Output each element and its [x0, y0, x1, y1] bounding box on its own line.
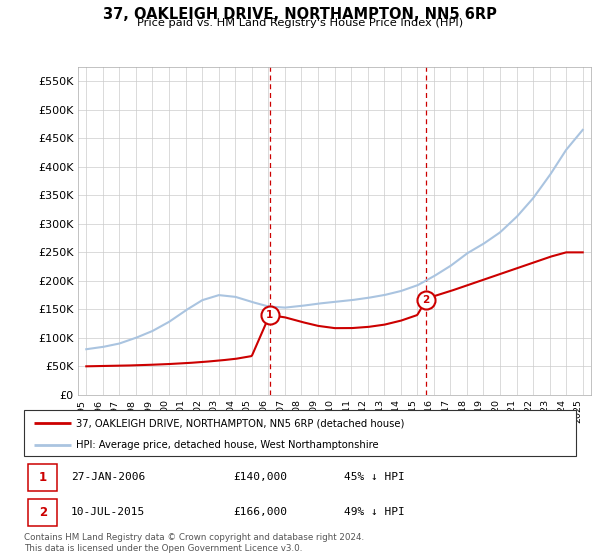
Text: 37, OAKLEIGH DRIVE, NORTHAMPTON, NN5 6RP: 37, OAKLEIGH DRIVE, NORTHAMPTON, NN5 6RP [103, 7, 497, 22]
Text: 2021: 2021 [508, 399, 517, 423]
Text: 2005: 2005 [243, 399, 252, 423]
Text: 1: 1 [39, 471, 47, 484]
Text: 2: 2 [422, 295, 430, 305]
FancyBboxPatch shape [28, 464, 57, 491]
Text: 2008: 2008 [292, 399, 301, 423]
Text: 1997: 1997 [110, 399, 119, 423]
Text: 10-JUL-2015: 10-JUL-2015 [71, 507, 145, 517]
Text: 2015: 2015 [408, 399, 417, 423]
Text: 2001: 2001 [176, 399, 185, 423]
Text: 2006: 2006 [259, 399, 268, 423]
Text: 1996: 1996 [94, 399, 103, 423]
Text: 2017: 2017 [442, 399, 451, 423]
Text: 2007: 2007 [276, 399, 285, 423]
Text: 2010: 2010 [325, 399, 335, 423]
Text: 2013: 2013 [375, 399, 384, 423]
Text: 2: 2 [39, 506, 47, 519]
Text: 2020: 2020 [491, 399, 500, 423]
Text: Contains HM Land Registry data © Crown copyright and database right 2024.
This d: Contains HM Land Registry data © Crown c… [24, 533, 364, 553]
Text: 2019: 2019 [475, 399, 484, 423]
Text: 2024: 2024 [557, 399, 566, 423]
Text: 1998: 1998 [127, 399, 136, 423]
Text: Price paid vs. HM Land Registry's House Price Index (HPI): Price paid vs. HM Land Registry's House … [137, 18, 463, 28]
Text: 2002: 2002 [193, 399, 202, 423]
FancyBboxPatch shape [28, 499, 57, 526]
Text: 2011: 2011 [342, 399, 351, 423]
Text: 2004: 2004 [226, 399, 235, 423]
Text: HPI: Average price, detached house, West Northamptonshire: HPI: Average price, detached house, West… [76, 440, 379, 450]
Text: 2014: 2014 [392, 399, 401, 423]
Text: 2023: 2023 [541, 399, 550, 423]
Text: £140,000: £140,000 [234, 473, 288, 482]
Text: 27-JAN-2006: 27-JAN-2006 [71, 473, 145, 482]
Text: 2009: 2009 [309, 399, 318, 423]
Text: 2018: 2018 [458, 399, 467, 423]
Text: 2022: 2022 [524, 399, 533, 423]
Text: 2012: 2012 [359, 399, 368, 423]
Text: 49% ↓ HPI: 49% ↓ HPI [344, 507, 405, 517]
Text: 1999: 1999 [143, 399, 152, 423]
Text: 1995: 1995 [77, 399, 86, 423]
Text: 1: 1 [266, 310, 273, 320]
FancyBboxPatch shape [24, 410, 576, 456]
Text: 37, OAKLEIGH DRIVE, NORTHAMPTON, NN5 6RP (detached house): 37, OAKLEIGH DRIVE, NORTHAMPTON, NN5 6RP… [76, 418, 405, 428]
Text: 2000: 2000 [160, 399, 169, 423]
Text: £166,000: £166,000 [234, 507, 288, 517]
Text: 2016: 2016 [425, 399, 434, 423]
Text: 2003: 2003 [209, 399, 218, 423]
Text: 2025: 2025 [574, 399, 583, 423]
Text: 45% ↓ HPI: 45% ↓ HPI [344, 473, 405, 482]
